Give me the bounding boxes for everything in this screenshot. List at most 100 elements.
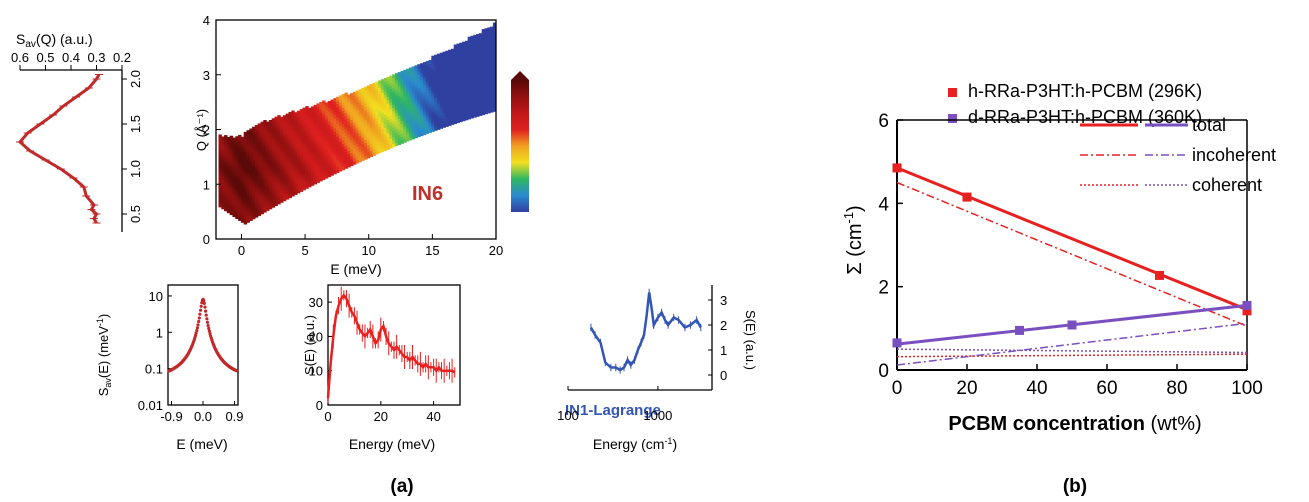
map-xlabel: E (meV) — [330, 261, 381, 277]
map-cell — [280, 156, 284, 161]
map-cell — [252, 136, 256, 141]
map-cell — [274, 146, 278, 151]
map-cell — [313, 134, 318, 139]
map-cell — [313, 118, 318, 122]
map-cell — [249, 144, 253, 149]
map-cell — [375, 81, 379, 86]
map-cell — [238, 161, 242, 166]
map-cell — [392, 74, 396, 79]
map-cell — [274, 166, 278, 170]
map-cell — [473, 90, 477, 95]
map-cell — [411, 89, 416, 94]
map-cell — [364, 90, 368, 94]
sq-series-line — [17, 73, 101, 224]
map-cell — [372, 115, 376, 120]
map-cell — [322, 133, 326, 138]
map-cell — [285, 149, 290, 154]
map-cell — [268, 182, 273, 187]
map-cell — [462, 110, 466, 115]
map-cell — [378, 110, 382, 114]
map-cell — [224, 154, 228, 159]
map-cell — [400, 90, 404, 95]
map-cell — [308, 130, 312, 135]
ien-xlabel: Energy (meV) — [349, 436, 435, 452]
map-cell — [257, 152, 262, 157]
map-cell — [420, 92, 424, 97]
map-cell — [260, 207, 264, 211]
map-cell — [302, 147, 306, 151]
map-cell — [369, 113, 374, 118]
map-cell — [232, 137, 236, 142]
sigma-line-h-total — [896, 166, 1248, 311]
map-cell — [408, 116, 413, 121]
sigma-marker — [1015, 325, 1024, 335]
map-cell — [467, 43, 472, 48]
map-cell — [490, 82, 494, 87]
sigma-xtick-label: 100 — [1231, 378, 1263, 399]
map-cell — [490, 66, 494, 70]
map-cell — [291, 136, 295, 141]
map-cell — [226, 183, 231, 187]
map-cell — [478, 79, 483, 84]
map-cell — [271, 200, 276, 205]
map-cell — [330, 106, 334, 110]
sigma-ytick-label: 0 — [878, 361, 889, 382]
map-cell — [464, 50, 469, 55]
map-cell — [327, 143, 332, 148]
map-cell — [389, 82, 393, 86]
map-cell — [240, 153, 245, 158]
map-cell — [308, 147, 312, 152]
map-cell — [375, 104, 379, 109]
map-cell — [305, 106, 309, 110]
map-cell — [428, 83, 432, 87]
map-cell — [308, 183, 312, 188]
map-cell — [481, 111, 486, 116]
map-cell — [425, 64, 430, 69]
map-cell — [263, 143, 267, 147]
map-cell — [406, 111, 410, 116]
map-cell — [271, 177, 276, 182]
map-cell — [252, 176, 256, 180]
map-cell — [296, 140, 301, 145]
map-cell — [408, 80, 413, 85]
map-cell — [280, 129, 284, 134]
map-cell — [280, 149, 284, 154]
map-cell — [464, 116, 469, 121]
map-cell — [448, 92, 452, 97]
map-cell — [364, 116, 368, 121]
map-cell — [336, 100, 340, 104]
map-cell — [450, 94, 455, 99]
map-cell — [473, 71, 477, 75]
map-cell — [431, 75, 435, 80]
map-cell — [436, 83, 441, 88]
map-cell — [268, 133, 273, 137]
map-cell — [392, 140, 396, 144]
map-cell — [310, 122, 315, 127]
map-cell — [319, 125, 323, 129]
map-cell — [226, 206, 231, 210]
map-cell — [282, 190, 287, 195]
map-cell — [252, 130, 256, 134]
map-cell — [442, 117, 446, 122]
map-cell — [464, 86, 469, 91]
map-cell — [487, 103, 491, 107]
map-cell — [445, 57, 449, 62]
map-cell — [235, 188, 239, 193]
map-cell — [235, 172, 239, 177]
map-cell — [428, 66, 432, 71]
map-cell — [235, 211, 239, 216]
map-cell — [305, 132, 309, 137]
map-cell — [266, 154, 270, 159]
map-cell — [285, 146, 290, 151]
map-cell — [487, 53, 491, 58]
map-cell — [394, 135, 399, 140]
map-cell — [456, 119, 460, 123]
map-cell — [347, 160, 351, 165]
sq-xtick-label: 0.2 — [113, 50, 131, 65]
map-cell — [271, 167, 276, 172]
map-cell — [246, 189, 250, 194]
map-cell — [226, 150, 231, 155]
map-cell — [392, 123, 396, 128]
map-cell — [448, 82, 452, 87]
map-cell — [408, 107, 413, 111]
